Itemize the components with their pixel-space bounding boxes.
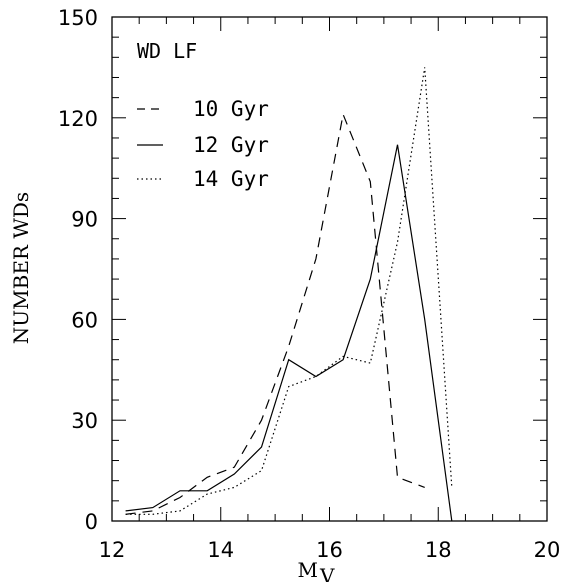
y-tick-label: 30 bbox=[71, 409, 98, 433]
series-line-2 bbox=[125, 144, 453, 522]
x-axis-label-main: M bbox=[298, 558, 318, 582]
series-line-1 bbox=[125, 112, 425, 515]
y-tick-label: 120 bbox=[58, 107, 98, 131]
x-tick-label: 20 bbox=[534, 538, 561, 562]
legend-label-3: 14 Gyr bbox=[193, 167, 269, 191]
x-tick-label: 14 bbox=[207, 538, 234, 562]
y-axis-label: NUMBER WDs bbox=[9, 192, 33, 344]
x-tick-label: 16 bbox=[316, 538, 343, 562]
series-line-3 bbox=[125, 67, 453, 515]
y-tick-label: 0 bbox=[85, 510, 98, 534]
legend-label-1: 10 Gyr bbox=[193, 97, 269, 121]
y-tick-label: 90 bbox=[71, 208, 98, 232]
x-axis-label: M bbox=[298, 558, 318, 582]
y-tick-label: 150 bbox=[58, 6, 98, 30]
plot-frame bbox=[111, 16, 548, 522]
x-axis-label-subscript: V bbox=[319, 564, 335, 582]
chart-title: WD LF bbox=[137, 39, 197, 63]
y-tick-label: 60 bbox=[71, 308, 98, 332]
legend-label-2: 12 Gyr bbox=[193, 133, 269, 157]
x-tick-label: 12 bbox=[99, 538, 126, 562]
x-tick-label: 18 bbox=[425, 538, 452, 562]
